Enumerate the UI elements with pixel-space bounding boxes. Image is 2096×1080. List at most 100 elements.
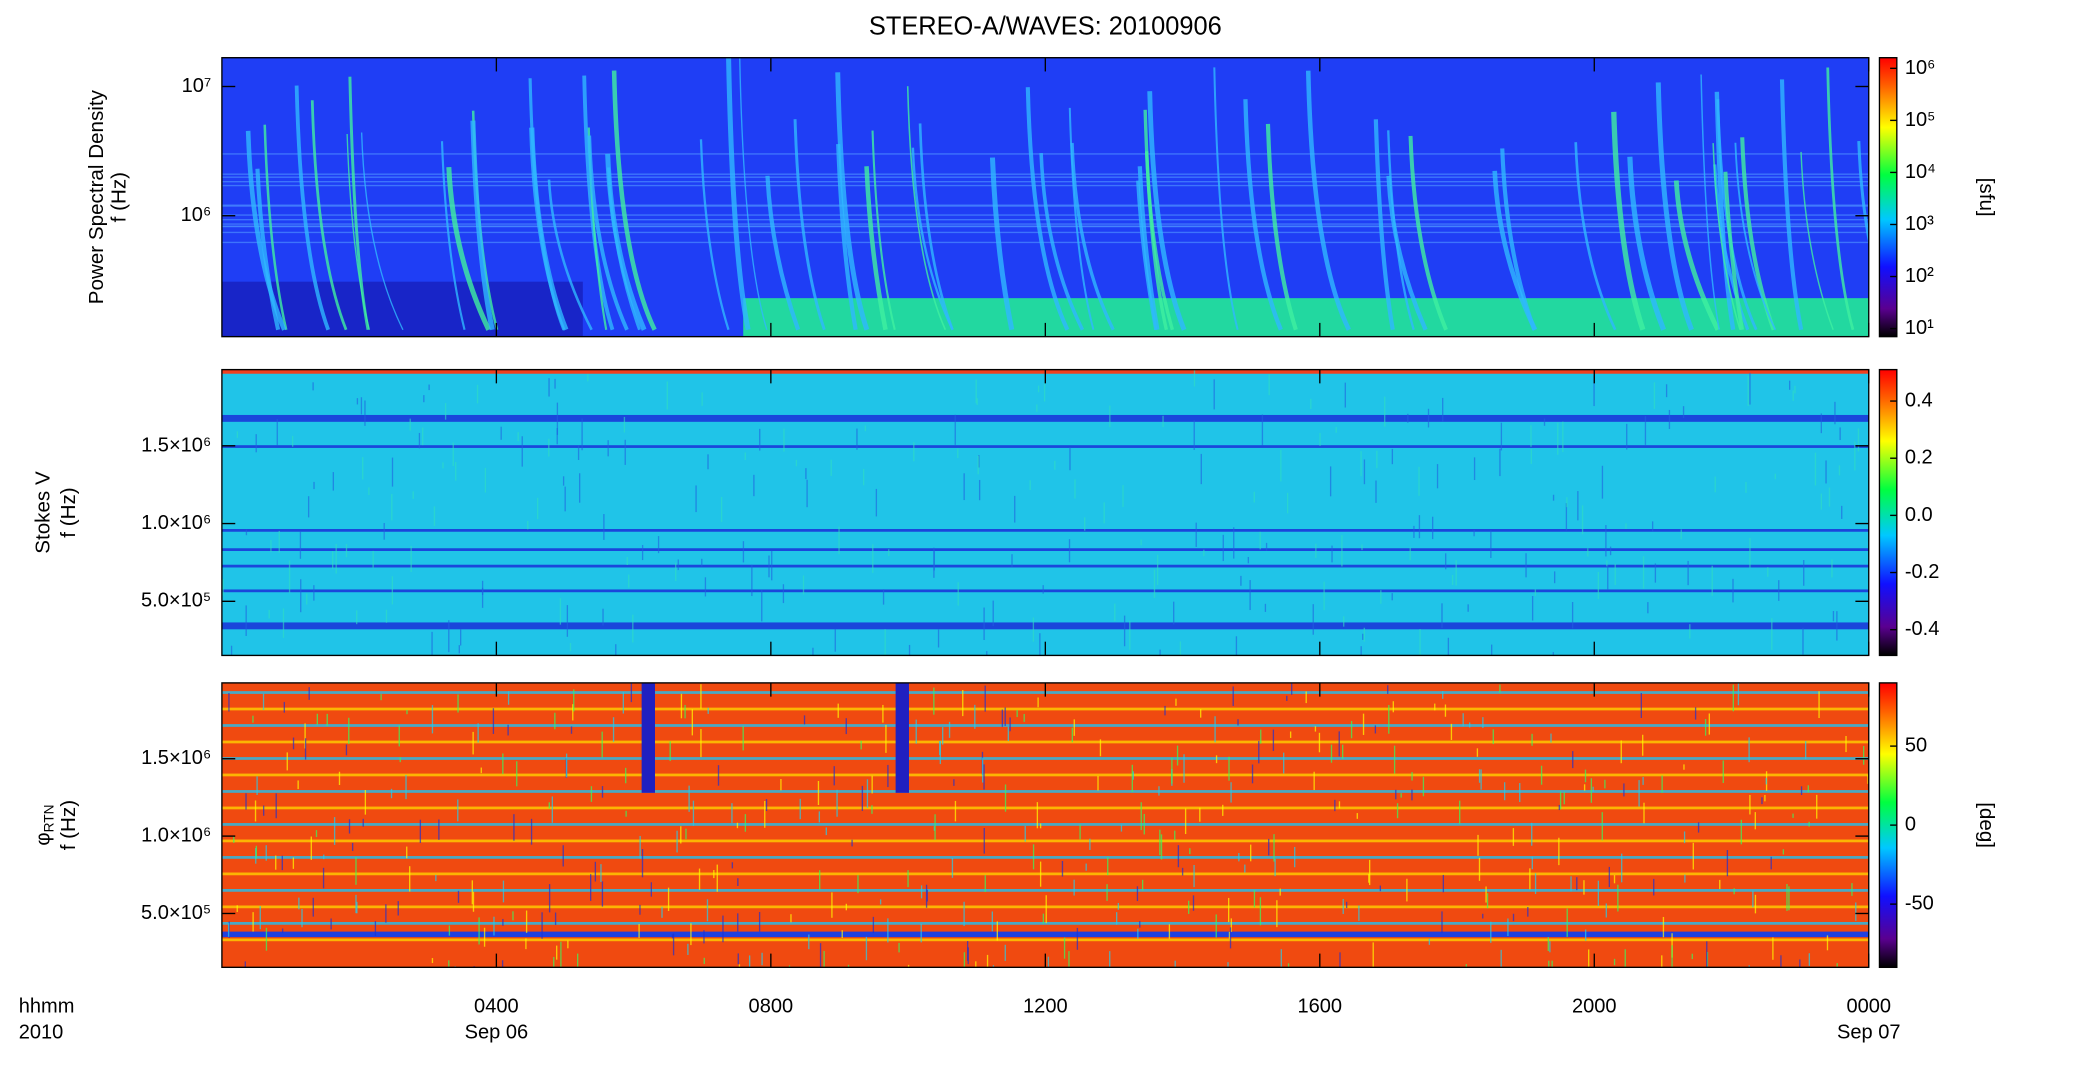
spectrogram-burst bbox=[1574, 142, 1617, 331]
colorbar-tick-label: 10⁶ bbox=[1905, 57, 1936, 79]
spectrogram-speck bbox=[1329, 466, 1332, 497]
spectrogram-speck bbox=[1800, 786, 1803, 796]
spectrogram-speck bbox=[1391, 448, 1394, 465]
spectrogram-speck bbox=[1754, 812, 1756, 830]
spectrogram-burst bbox=[605, 153, 647, 331]
spectrogram-speck bbox=[576, 953, 579, 968]
spectrogram-speck bbox=[1601, 812, 1603, 841]
spectrogram-speck bbox=[672, 933, 675, 956]
spectrogram-burst bbox=[864, 166, 888, 331]
spectrogram-speck bbox=[1291, 683, 1293, 695]
spectrogram-speck bbox=[1265, 542, 1268, 551]
spectrogram-speck bbox=[1547, 937, 1549, 951]
spectrogram-speck bbox=[1341, 535, 1343, 567]
spectrogram-speck bbox=[1368, 859, 1371, 886]
spectrogram-speck bbox=[1581, 505, 1584, 535]
spectrogram-speck bbox=[851, 839, 853, 847]
spectrogram-speck bbox=[587, 374, 589, 382]
spectrogram-speck bbox=[1411, 772, 1413, 781]
spectrogram-speck bbox=[805, 468, 807, 480]
spectrogram-speck bbox=[1525, 553, 1527, 578]
spectrogram-speck bbox=[256, 776, 258, 796]
spectrogram-speck bbox=[1379, 885, 1382, 892]
colorbar-label: [sfu] bbox=[1975, 178, 1997, 217]
spectrogram-speck bbox=[782, 584, 785, 604]
spectrogram-speck bbox=[925, 884, 928, 908]
spectrogram-speck bbox=[1009, 717, 1011, 732]
spectrogram-speck bbox=[837, 703, 839, 718]
spectrogram-speck bbox=[1200, 709, 1202, 718]
spectrogram-speck bbox=[1073, 719, 1075, 736]
spectrogram-band bbox=[895, 682, 909, 793]
spectrogram-stripe bbox=[221, 740, 1869, 744]
spectrogram-speck bbox=[398, 725, 400, 747]
colorbar bbox=[1878, 57, 1898, 338]
spectrogram-speck bbox=[1037, 385, 1040, 393]
spectrogram-speck bbox=[716, 864, 718, 892]
spectrogram-speck bbox=[230, 645, 233, 656]
spectrogram-speck bbox=[364, 400, 366, 426]
spectrogram-speck bbox=[1799, 959, 1801, 968]
spectrogram-speck bbox=[983, 764, 985, 790]
spectrogram-speck bbox=[1063, 937, 1066, 959]
spectrogram-speck bbox=[332, 472, 334, 491]
spectrogram-speck bbox=[1279, 888, 1281, 896]
spectrogram-speck bbox=[1007, 726, 1010, 742]
spectrogram-speck bbox=[1159, 649, 1161, 656]
spectrogram-speck bbox=[602, 608, 604, 626]
spectrogram-stripe bbox=[221, 529, 1869, 532]
spectrogram-speck bbox=[882, 589, 885, 605]
spectrogram-speck bbox=[1708, 713, 1710, 735]
spectrogram-speck bbox=[283, 701, 285, 713]
spectrogram-speck bbox=[433, 506, 436, 526]
spectrogram-speck bbox=[1706, 941, 1708, 967]
spectrogram-band bbox=[641, 682, 655, 793]
spectrogram-speck bbox=[1159, 829, 1161, 856]
x-date-label: Sep 07 bbox=[1837, 1021, 1901, 1043]
spectrogram-speck bbox=[1173, 601, 1175, 625]
spectrogram-speck bbox=[1335, 427, 1337, 433]
spectrogram-speck bbox=[761, 589, 763, 622]
spectrogram-speck bbox=[1117, 902, 1120, 910]
spectrogram-speck bbox=[507, 724, 509, 736]
spectrogram-speck bbox=[1076, 927, 1079, 950]
spectrogram-speck bbox=[1250, 844, 1252, 862]
spectrogram-stripe bbox=[221, 564, 1869, 568]
spectrogram-burst bbox=[255, 168, 281, 331]
spectrogram-speck bbox=[1480, 769, 1482, 790]
spectrogram-speck bbox=[1862, 746, 1865, 765]
spectrogram-burst bbox=[726, 57, 751, 331]
spectrogram-speck bbox=[422, 427, 424, 446]
spectrogram-speck bbox=[1392, 701, 1394, 713]
spectrogram-speck bbox=[676, 830, 678, 853]
spectrogram bbox=[221, 369, 1869, 656]
spectrogram-speck bbox=[601, 731, 603, 758]
spectrogram-speck bbox=[338, 771, 341, 786]
spectrogram-speck bbox=[431, 631, 433, 656]
spectrogram-speck bbox=[783, 428, 785, 452]
colorbar-tick-label: -0.2 bbox=[1905, 561, 1940, 583]
spectrogram-speck bbox=[1384, 396, 1386, 427]
spectrogram-speck bbox=[738, 964, 741, 968]
spectrogram-speck bbox=[1566, 497, 1568, 508]
spectrogram-speck bbox=[1507, 918, 1509, 937]
spectrogram-speck bbox=[954, 800, 957, 822]
spectrogram-speck bbox=[406, 709, 408, 715]
spectrogram-speck bbox=[963, 473, 965, 501]
spectrogram-speck bbox=[1171, 757, 1173, 784]
spectrogram-speck bbox=[1491, 644, 1493, 656]
spectrogram-speck bbox=[476, 384, 479, 404]
spectrogram-speck bbox=[1624, 949, 1626, 968]
spectrogram-speck bbox=[405, 774, 407, 800]
spectrogram-speck bbox=[908, 644, 911, 656]
spectrogram-stripe bbox=[221, 839, 1869, 843]
colorbar-tick-label: 0.0 bbox=[1905, 504, 1933, 526]
spectrogram-speck bbox=[1069, 446, 1071, 471]
spectrogram-speck bbox=[315, 830, 318, 838]
spectrogram-speck bbox=[1587, 548, 1589, 557]
spectrogram-speck bbox=[1441, 603, 1443, 629]
spectrogram-speck bbox=[374, 921, 377, 936]
spectrogram-speck bbox=[1490, 921, 1492, 943]
spectrogram-speck bbox=[948, 721, 951, 738]
spectrogram-speck bbox=[1607, 565, 1609, 590]
